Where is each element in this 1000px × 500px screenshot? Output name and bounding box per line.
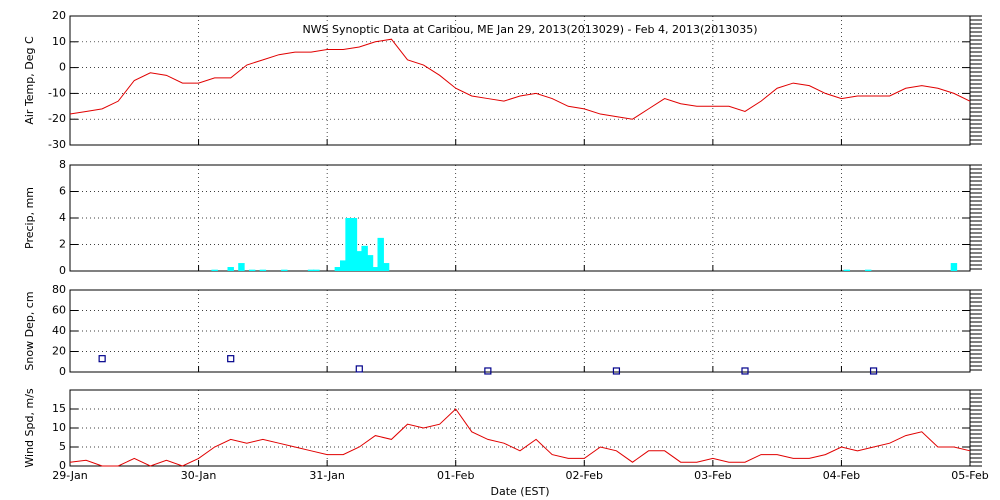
bar	[211, 269, 218, 271]
x-tick-label: 30-Jan	[181, 469, 217, 482]
point	[869, 367, 878, 375]
x-tick-label: 01-Feb	[437, 469, 474, 482]
y-tick-label: 8	[59, 158, 66, 171]
panel-frame	[69, 15, 971, 146]
x-tick-label: 04-Feb	[823, 469, 860, 482]
y-tick-label: 40	[52, 324, 66, 337]
panel-frame	[69, 289, 971, 373]
point	[355, 365, 363, 373]
point	[227, 355, 235, 363]
y-tick-label: 6	[59, 185, 66, 198]
y-tick-label: 0	[59, 459, 66, 472]
x-tick-label: 29-Jan	[52, 469, 88, 482]
y-axis-label: Air Temp, Deg C	[23, 36, 36, 125]
y-tick-label: 10	[52, 35, 66, 48]
bar	[248, 269, 256, 271]
panel-frame	[69, 389, 971, 467]
y-axis-label: Precip, mm	[23, 187, 36, 249]
y-tick-label: 20	[52, 9, 66, 22]
y-tick-label: 5	[59, 440, 66, 453]
bar	[361, 245, 368, 271]
y-tick-label: 80	[52, 283, 66, 296]
y-tick-label: -20	[48, 112, 66, 125]
panel-frame	[69, 164, 971, 272]
x-tick-label: 31-Jan	[309, 469, 345, 482]
bar	[334, 267, 342, 271]
y-tick-label: 4	[59, 211, 66, 224]
y-tick-label: 60	[52, 304, 66, 317]
bar	[313, 269, 320, 271]
bar	[372, 267, 379, 271]
bar	[259, 269, 267, 271]
data-line	[69, 38, 971, 120]
point	[612, 367, 621, 375]
bar	[865, 269, 872, 271]
bar	[238, 263, 245, 271]
bar	[227, 267, 234, 271]
bar	[366, 255, 374, 271]
bar	[382, 263, 390, 271]
y-tick-label: 20	[52, 345, 66, 358]
bar	[281, 269, 288, 271]
bar	[345, 218, 352, 271]
x-tick-label: 05-Feb	[951, 469, 988, 482]
y-tick-label: 2	[59, 238, 66, 251]
y-tick-label: -10	[48, 86, 66, 99]
x-tick-label: 03-Feb	[694, 469, 731, 482]
point	[741, 367, 749, 375]
chart-title: NWS Synoptic Data at Caribou, ME Jan 29,…	[302, 23, 757, 36]
bar	[843, 269, 850, 271]
bar	[356, 251, 363, 271]
y-axis-label: Snow Dep, cm	[23, 291, 36, 370]
y-tick-label: 0	[59, 365, 66, 378]
data-line	[69, 408, 971, 467]
bar	[340, 260, 347, 271]
y-tick-label: 15	[52, 402, 66, 415]
bar	[377, 237, 384, 271]
y-tick-label: 0	[59, 61, 66, 74]
x-tick-label: 02-Feb	[566, 469, 603, 482]
point	[484, 367, 492, 375]
y-tick-label: 10	[52, 421, 66, 434]
y-axis-label: Wind Spd, m/s	[23, 388, 36, 468]
x-axis-label: Date (EST)	[490, 485, 549, 498]
bar	[350, 218, 358, 271]
y-tick-label: 0	[59, 264, 66, 277]
point	[98, 355, 106, 363]
y-tick-label: -30	[48, 138, 66, 151]
bar	[307, 269, 315, 271]
bar	[950, 263, 958, 271]
